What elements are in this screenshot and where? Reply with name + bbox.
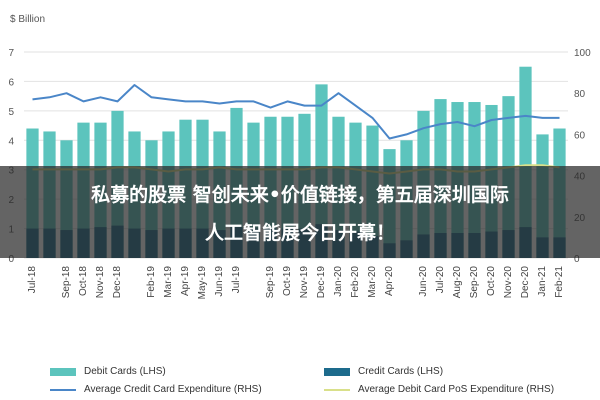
legend-item-debit-cards: Debit Cards (LHS) xyxy=(50,366,166,377)
x-axis-tick-label: Nov-20 xyxy=(503,266,514,299)
x-axis-tick-label: Jan-21 xyxy=(537,266,548,297)
x-axis-tick-label: Sep-19 xyxy=(265,266,276,299)
x-axis-tick-label: Jan-20 xyxy=(333,266,344,297)
avg-credit-expenditure-line xyxy=(32,84,560,140)
legend-swatch-avg-debit xyxy=(324,388,350,391)
legend-item-avg-credit-expenditure: Average Credit Card Expenditure (RHS) xyxy=(50,384,262,395)
x-axis-tick-label: Dec-19 xyxy=(316,266,327,299)
left-axis-tick-label: 4 xyxy=(8,136,14,147)
legend-label-avg-credit: Average Credit Card Expenditure (RHS) xyxy=(84,384,262,395)
x-axis-tick-label: Nov-18 xyxy=(95,266,106,299)
x-axis-tick-label: Sep-18 xyxy=(61,266,72,299)
legend-item-credit-cards: Credit Cards (LHS) xyxy=(324,366,443,377)
x-axis-tick-label: Feb-20 xyxy=(350,266,361,298)
right-axis-tick-label: 100 xyxy=(574,48,591,59)
left-axis-tick-label: 7 xyxy=(8,48,14,59)
legend-label-avg-debit: Average Debit Card PoS Expenditure (RHS) xyxy=(358,384,555,395)
chart-legend: Debit Cards (LHS) Credit Cards (LHS) Ave… xyxy=(0,362,600,400)
x-axis-tick-label: Mar-20 xyxy=(367,266,378,298)
x-axis-tick-label: Jul-19 xyxy=(231,266,242,294)
x-axis-tick-label: Feb-21 xyxy=(554,266,565,298)
x-axis-tick-label: Mar-19 xyxy=(163,266,174,298)
left-axis-tick-label: 0 xyxy=(8,254,14,265)
x-axis-tick-label: Oct-20 xyxy=(486,266,497,296)
right-axis-tick-label: 80 xyxy=(574,89,586,100)
x-axis-tick-label: Dec-20 xyxy=(520,266,531,299)
x-axis-tick-label: May-19 xyxy=(197,266,208,300)
x-axis-tick-label: Jun-20 xyxy=(418,266,429,297)
x-axis-tick-label: Jun-19 xyxy=(214,266,225,297)
x-axis-tick-label: Oct-19 xyxy=(282,266,293,296)
legend-label-credit: Credit Cards (LHS) xyxy=(358,366,444,377)
y-axis-unit-label: $ Billion xyxy=(10,14,45,25)
x-axis-tick-label: Nov-19 xyxy=(299,266,310,299)
overlay-line-1: 私募的股票 智创未来•价值链接，第五届深圳国际 xyxy=(91,184,509,206)
right-axis-tick-label: 60 xyxy=(574,130,586,141)
legend-swatch-credit xyxy=(324,367,350,376)
x-axis-tick-label: Apr-20 xyxy=(384,266,395,296)
x-axis-tick-label: Aug-20 xyxy=(452,266,463,299)
x-axis-tick-label: Oct-18 xyxy=(78,266,89,296)
x-axis-tick-label: Dec-18 xyxy=(112,266,123,299)
left-axis-tick-label: 6 xyxy=(8,77,14,88)
x-axis-tick-label: Jul-18 xyxy=(27,266,38,294)
right-axis-tick-label: 0 xyxy=(574,254,580,265)
overlay-line-2: 人工智能展今日开幕！ xyxy=(204,222,395,244)
legend-swatch-avg-credit xyxy=(50,388,76,391)
promo-overlay-banner: 私募的股票 智创未来•价值链接，第五届深圳国际 人工智能展今日开幕！ xyxy=(0,166,600,258)
x-axis-tick-label: Feb-19 xyxy=(146,266,157,298)
x-axis-ticks: Jul-18 Sep-18 Oct-18 Nov-18 Dec-18 Feb-19 Mar-… xyxy=(27,266,565,300)
legend-swatch-debit xyxy=(50,367,76,376)
x-axis-tick-label: Apr-19 xyxy=(180,266,191,296)
x-axis-tick-label: Sep-20 xyxy=(469,266,480,299)
left-axis-tick-label: 5 xyxy=(8,107,14,118)
legend-label-debit: Debit Cards (LHS) xyxy=(84,366,166,377)
x-axis-tick-label: Jul-20 xyxy=(435,266,446,294)
legend-item-avg-debit-expenditure: Average Debit Card PoS Expenditure (RHS) xyxy=(324,384,554,395)
